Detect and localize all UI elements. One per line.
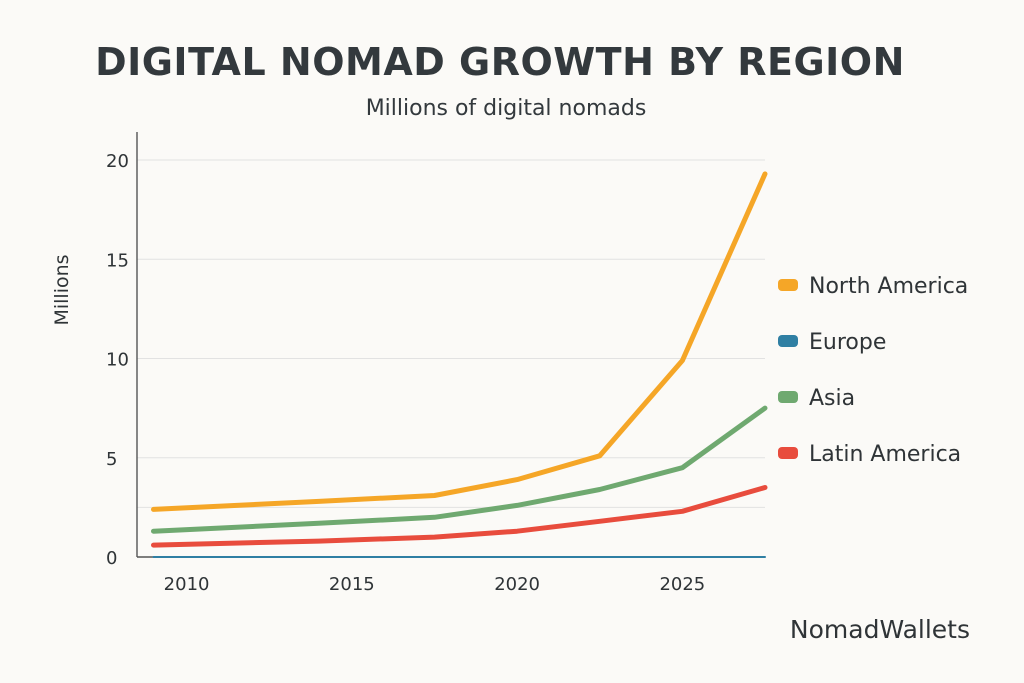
y-tick-label: 15: [106, 250, 129, 271]
series-line-latin-america: [151, 485, 768, 548]
brand-logo-text: NomadWallets: [789, 615, 970, 644]
x-tick-label: 2020: [494, 574, 540, 595]
legend-label: Europe: [809, 330, 886, 355]
series-line-asia: [151, 405, 768, 534]
y-tick-label: 10: [106, 350, 129, 371]
series-lines: [151, 171, 768, 558]
grid-lines: [137, 159, 765, 508]
legend-label: North America: [809, 274, 968, 299]
y-tick-label: 5: [106, 449, 117, 470]
y-tick-label: 20: [106, 151, 129, 172]
x-tick-label: 2010: [164, 574, 210, 595]
x-tick-label: 2025: [659, 574, 705, 595]
legend-swatch: [778, 279, 798, 291]
legend-label: Asia: [809, 386, 855, 411]
legend-swatch: [778, 335, 798, 347]
y-tick-label: 0: [106, 548, 117, 569]
tick-labels: 0 5 10 15 20 2010 2015 2020 2025: [106, 151, 705, 595]
x-tick-label: 2015: [329, 574, 375, 595]
chart-title: DIGITAL NOMAD GROWTH BY REGION: [95, 40, 905, 84]
series-line-north-america: [151, 171, 768, 512]
legend-label: Latin America: [809, 442, 961, 467]
chart-subtitle: Millions of digital nomads: [365, 96, 647, 121]
legend-swatch: [778, 391, 798, 403]
legend-swatch: [778, 447, 798, 459]
legend: North America Europe Asia Latin America: [778, 274, 968, 467]
